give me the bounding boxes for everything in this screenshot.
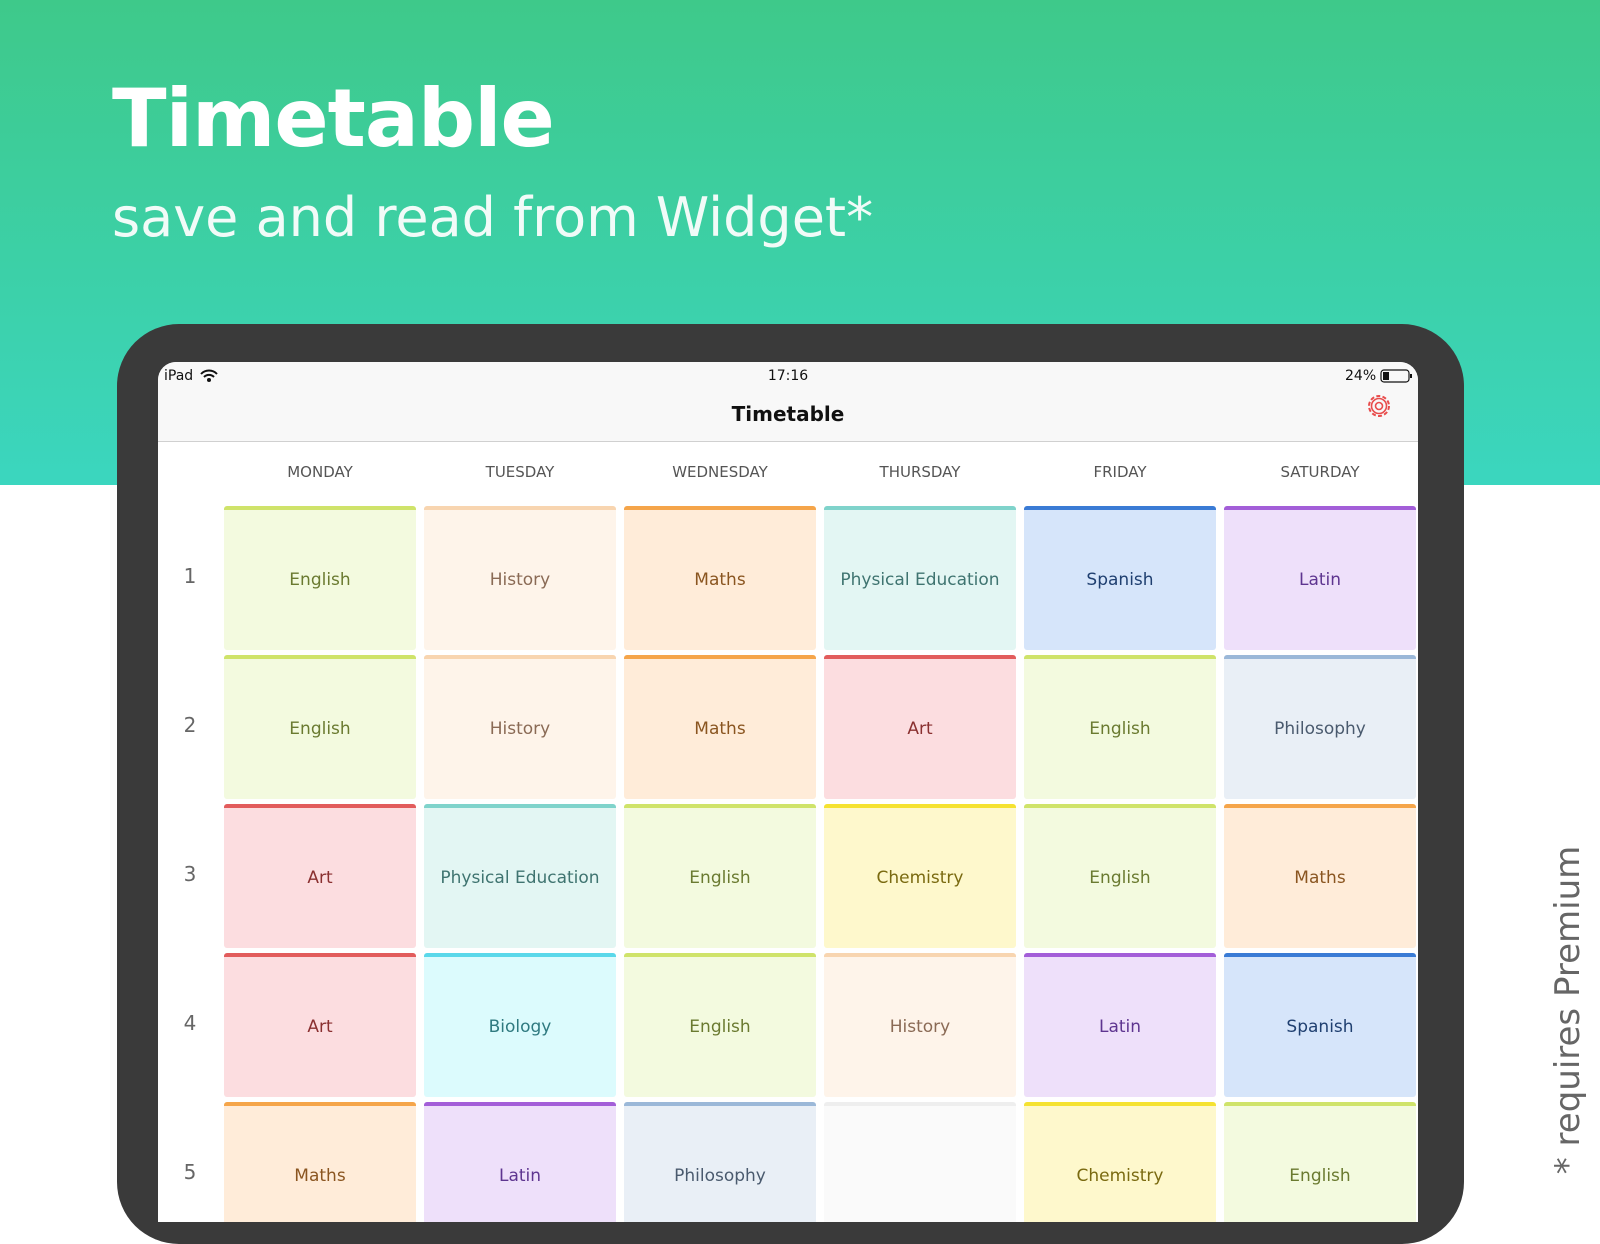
lesson-cell[interactable]: English [624, 804, 816, 948]
subheadline: save and read from Widget* [112, 186, 874, 249]
lesson-cell[interactable]: Spanish [1224, 953, 1416, 1097]
nav-title: Timetable [731, 402, 845, 426]
lesson-cell[interactable]: Maths [224, 1102, 416, 1222]
day-header: TUESDAY [485, 463, 555, 481]
lesson-cell[interactable]: Biology [424, 953, 616, 1097]
lesson-cell[interactable]: Maths [624, 655, 816, 799]
wifi-icon [200, 369, 218, 382]
day-header: WEDNESDAY [672, 463, 768, 481]
lesson-cell[interactable]: Latin [424, 1102, 616, 1222]
clock: 17:16 [767, 368, 809, 384]
lesson-cell[interactable]: Physical Education [424, 804, 616, 948]
period-number: 4 [183, 1011, 197, 1035]
lesson-cell[interactable]: English [224, 506, 416, 650]
lesson-cell[interactable]: English [624, 953, 816, 1097]
lesson-cell[interactable]: English [224, 655, 416, 799]
lesson-cell[interactable]: Art [824, 655, 1016, 799]
day-header: FRIDAY [1093, 463, 1147, 481]
lesson-cell[interactable]: Maths [1224, 804, 1416, 948]
lesson-cell[interactable]: History [824, 953, 1016, 1097]
settings-button[interactable] [1363, 390, 1395, 422]
headline: Timetable [112, 72, 555, 165]
day-header: THURSDAY [879, 463, 961, 481]
lesson-cell[interactable]: History [424, 655, 616, 799]
lesson-cell[interactable]: Art [224, 953, 416, 1097]
carrier: iPad [164, 368, 194, 384]
nav-bar: iPad 17:16 24% Timetable [158, 362, 1418, 442]
lesson-cell[interactable] [824, 1102, 1016, 1222]
lesson-cell[interactable]: Physical Education [824, 506, 1016, 650]
lesson-cell[interactable]: Chemistry [1024, 1102, 1216, 1222]
footnote: * requires Premium [1548, 845, 1588, 1175]
period-number: 5 [183, 1160, 197, 1184]
lesson-cell[interactable]: English [1024, 804, 1216, 948]
day-header: SATURDAY [1280, 463, 1360, 481]
lesson-cell[interactable]: Maths [624, 506, 816, 650]
period-number: 3 [183, 862, 197, 886]
lesson-cell[interactable]: Art [224, 804, 416, 948]
lesson-cell[interactable]: Spanish [1024, 506, 1216, 650]
lesson-cell[interactable]: English [1024, 655, 1216, 799]
lesson-cell[interactable]: Philosophy [1224, 655, 1416, 799]
battery-level: 24% [1345, 368, 1377, 384]
lesson-cell[interactable]: Philosophy [624, 1102, 816, 1222]
lesson-cell[interactable]: Chemistry [824, 804, 1016, 948]
period-number: 1 [183, 564, 197, 588]
battery-icon [1380, 369, 1412, 383]
lesson-cell[interactable]: Latin [1224, 506, 1416, 650]
lesson-cell[interactable]: English [1224, 1102, 1416, 1222]
day-header: MONDAY [287, 463, 353, 481]
screen: iPad 17:16 24% Timetable MONDAY TUESDAY WE… [158, 362, 1418, 1222]
lesson-cell[interactable]: Latin [1024, 953, 1216, 1097]
period-number: 2 [183, 713, 197, 737]
lesson-cell[interactable]: History [424, 506, 616, 650]
